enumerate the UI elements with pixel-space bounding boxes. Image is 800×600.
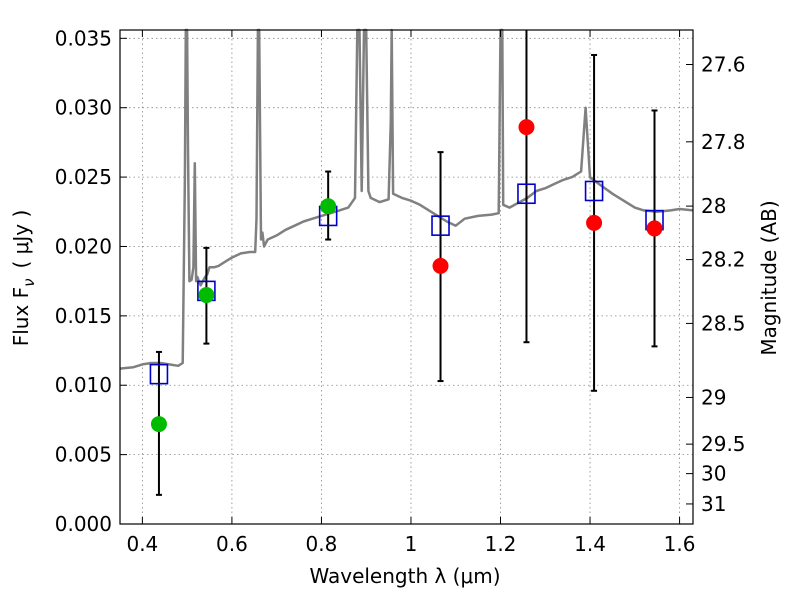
y2-tick-label: 28: [701, 194, 726, 218]
y-tick-label: 0.015: [55, 304, 112, 328]
x-tick-label: 1.2: [485, 532, 517, 556]
y2-tick-label: 28.2: [701, 248, 746, 272]
observed-point: [150, 416, 167, 433]
y2-tick-label: 28.5: [701, 311, 746, 335]
model-spectrum-line: [119, 28, 694, 370]
observed-point: [518, 119, 535, 136]
y-tick-label: 0.005: [55, 443, 112, 467]
grid-lines: [120, 30, 693, 525]
model-point-square: [584, 180, 604, 202]
y2-tick-labels: 27.6 27.8 28 28.2 28.5 29 29.5 30 31: [701, 53, 746, 516]
y-axis-label: Flux Fν ( μJy ): [9, 210, 38, 347]
x-tick-labels: 0.4 0.6 0.8 1 1.2 1.4 1.6: [126, 532, 695, 556]
y2-tick-label: 27.6: [701, 53, 746, 77]
model-spectrum: [119, 28, 694, 370]
error-bars: [155, 30, 658, 496]
y2-tick-label: 27.8: [701, 130, 746, 154]
x-tick-label: 0.6: [216, 532, 248, 556]
model-point-square: [431, 215, 450, 236]
y-tick-label: 0.030: [55, 96, 112, 120]
model-point-square: [517, 183, 536, 205]
x-tick-label: 1.6: [664, 532, 696, 556]
observed-point: [198, 287, 215, 304]
x-tick-label: 1.4: [574, 532, 606, 556]
y-axis-label-main: Flux F: [9, 287, 33, 346]
y-axis-label-sub: ν: [20, 278, 38, 286]
y-axis-label-unit: ( μJy ): [9, 210, 33, 269]
observed-point: [586, 214, 603, 231]
y-tick-label: 0.025: [55, 165, 112, 189]
model-points: [149, 180, 664, 385]
y-tick-labels: 0.000 0.005 0.010 0.015 0.020 0.025 0.030 0.035: [55, 26, 112, 536]
x-axis-label: Wavelength λ (μm): [309, 564, 500, 588]
y-tick-label: 0.035: [55, 26, 112, 50]
y2-axis-label: Magnitude (AB): [757, 200, 781, 355]
observed-points: [150, 119, 663, 433]
y-tick-label: 0.010: [55, 373, 112, 397]
model-point-square: [149, 363, 169, 385]
y-tick-label: 0.000: [55, 512, 112, 536]
y2-tick-label: 30: [701, 462, 726, 486]
axis-ticks: [120, 30, 693, 525]
observed-point: [646, 220, 663, 237]
observed-point: [432, 257, 449, 274]
plot-frame: [119, 29, 694, 525]
x-tick-label: 0.8: [306, 532, 338, 556]
x-tick-label: 1: [405, 532, 418, 556]
y2-tick-label: 31: [701, 492, 726, 516]
y-tick-label: 0.020: [55, 234, 112, 258]
x-tick-label: 0.4: [126, 532, 158, 556]
y2-tick-label: 29: [701, 385, 726, 409]
observed-point: [320, 198, 337, 215]
y2-tick-label: 29.5: [701, 432, 746, 456]
